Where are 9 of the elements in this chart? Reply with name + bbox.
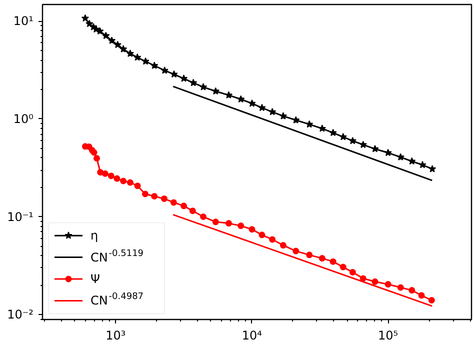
y-tick-label: 10¹ xyxy=(13,14,34,28)
legend-label: Ψ xyxy=(90,272,100,286)
x-tick-label: 10⁴ xyxy=(242,328,262,342)
legend-label: η xyxy=(90,228,98,243)
x-tick-label: 10³ xyxy=(106,328,126,342)
x-tick-label: 10⁵ xyxy=(378,328,398,342)
y-tick-label: 10⁻² xyxy=(7,308,34,322)
y-tick-label: 10⁻¹ xyxy=(7,210,34,224)
y-tick-label: 10⁰ xyxy=(13,112,34,126)
